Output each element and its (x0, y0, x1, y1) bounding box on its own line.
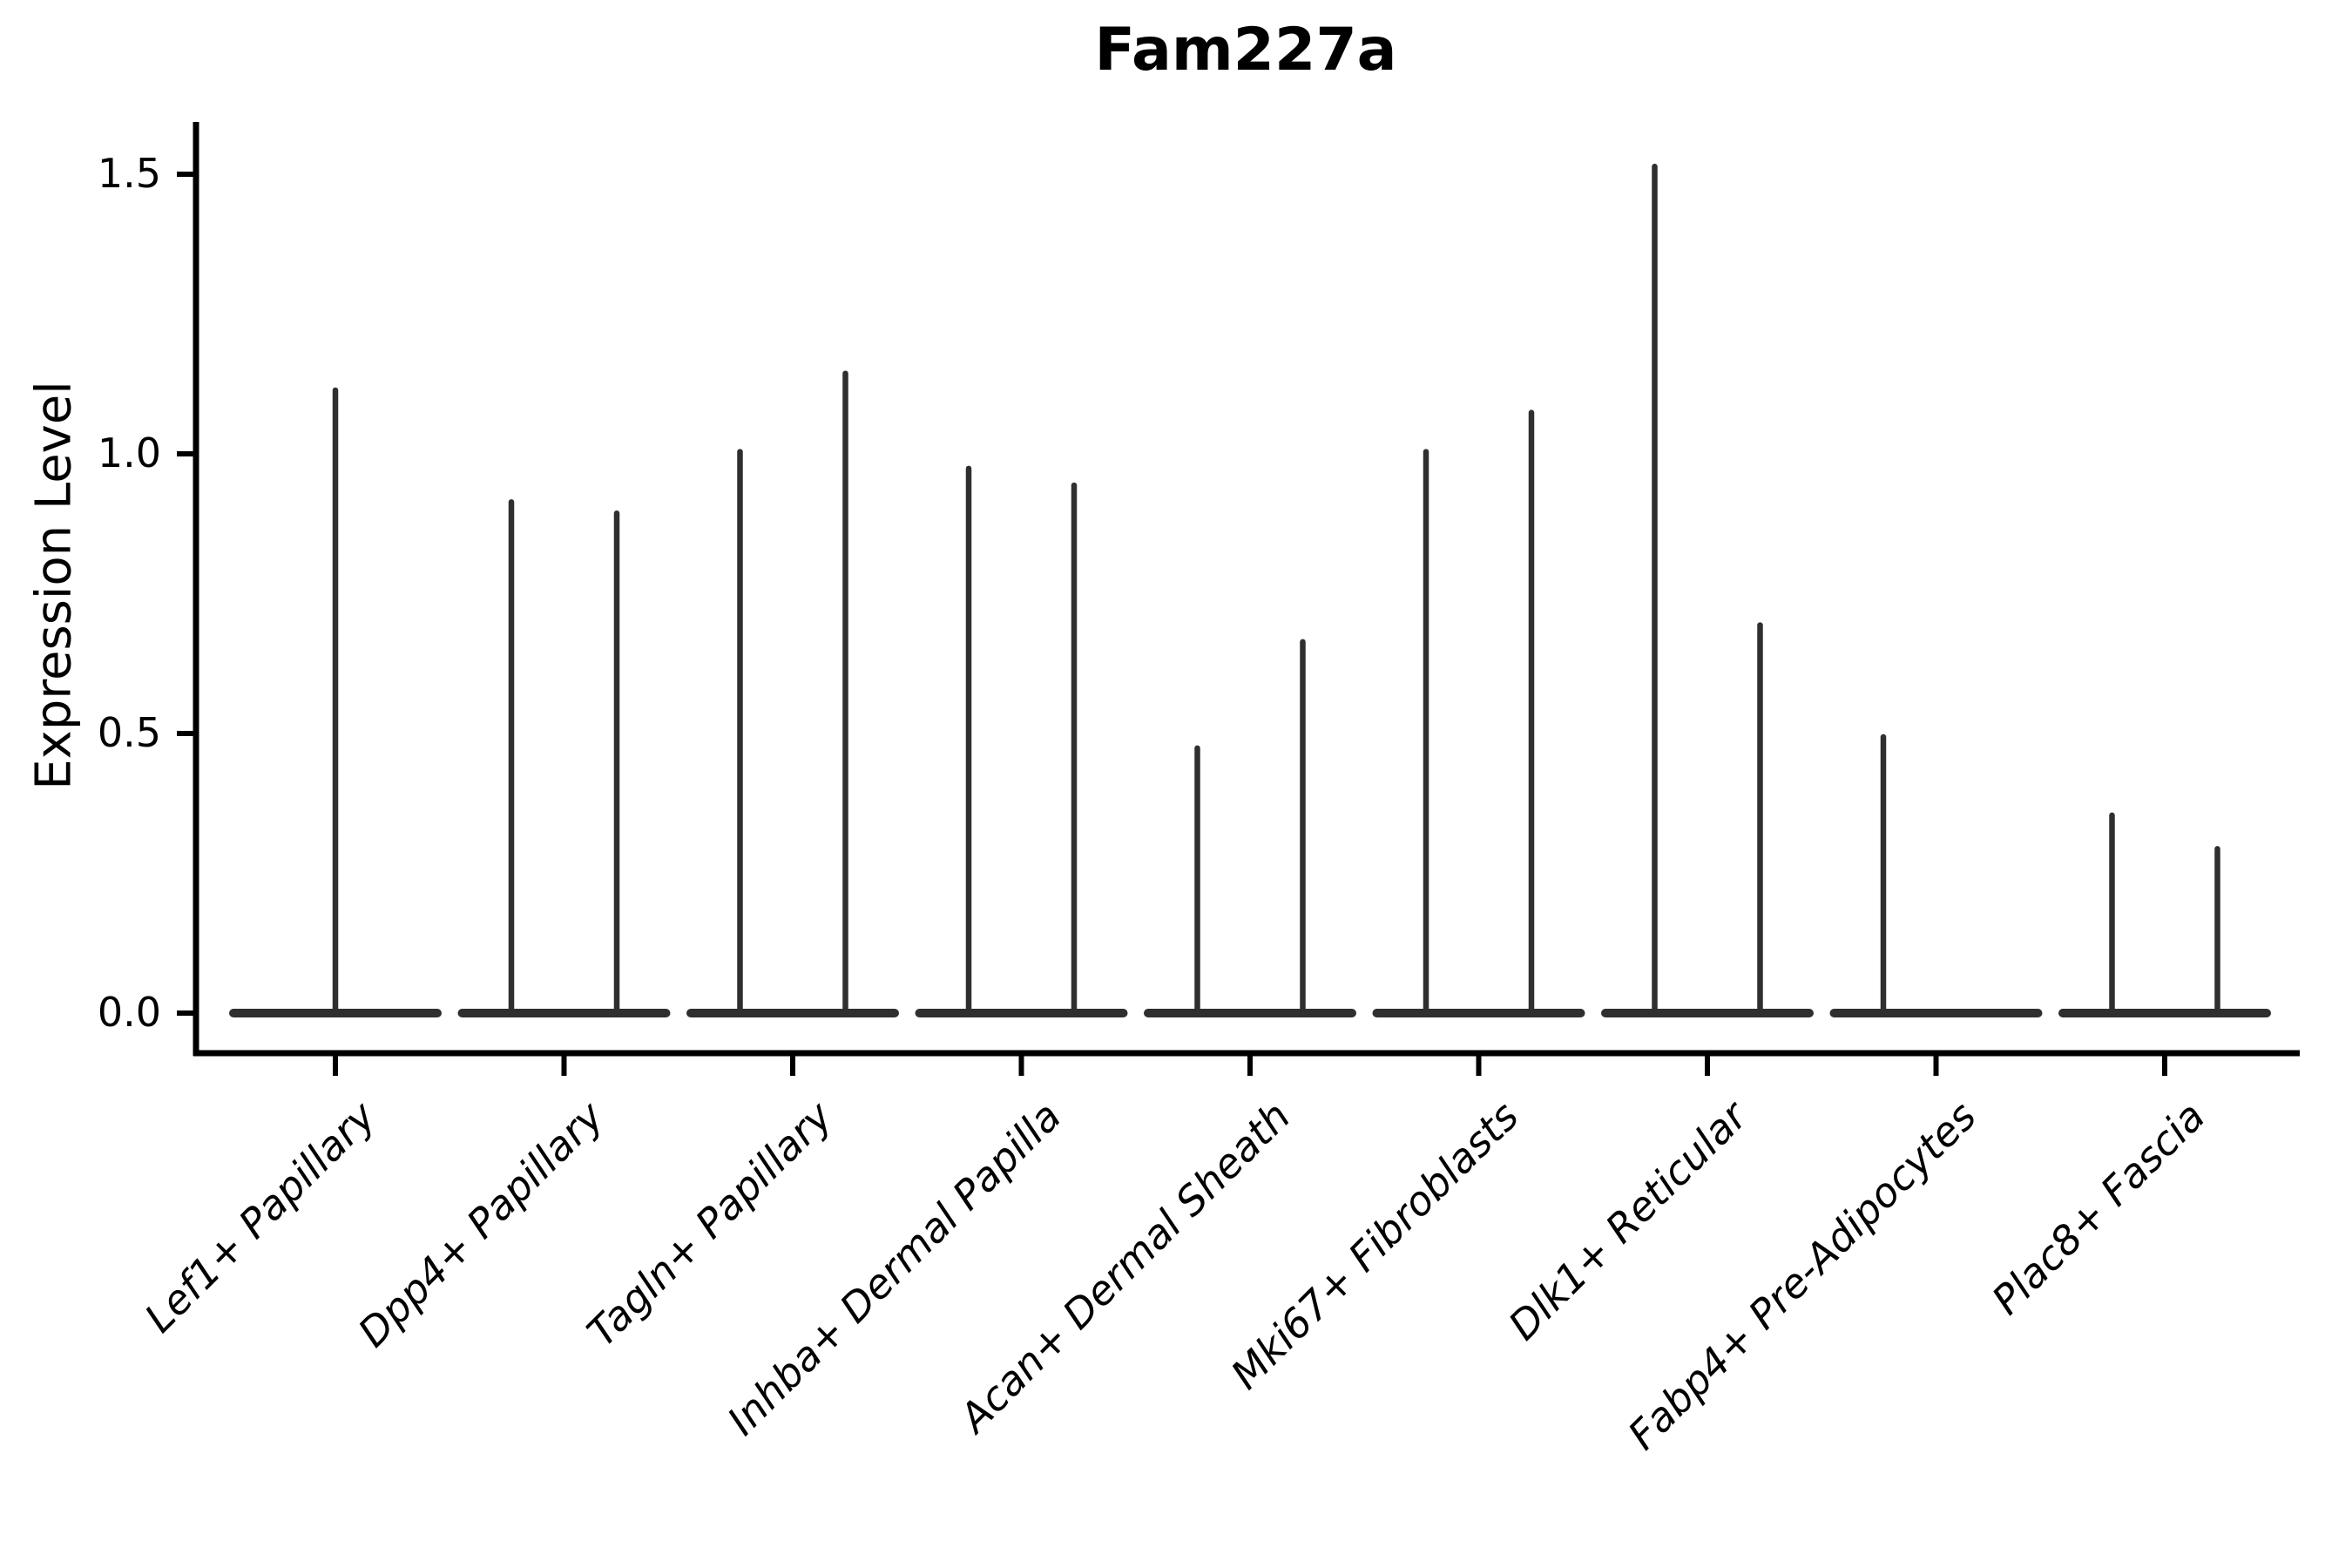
y-tick-label: 1.5 (97, 149, 161, 197)
chart-title: Fam227a (1094, 16, 1397, 84)
y-tick-label: 0.5 (97, 708, 161, 756)
y-tick-label: 0.0 (97, 988, 161, 1036)
y-tick-label: 1.0 (97, 429, 161, 476)
y-axis-label: Expression Level (25, 381, 83, 790)
